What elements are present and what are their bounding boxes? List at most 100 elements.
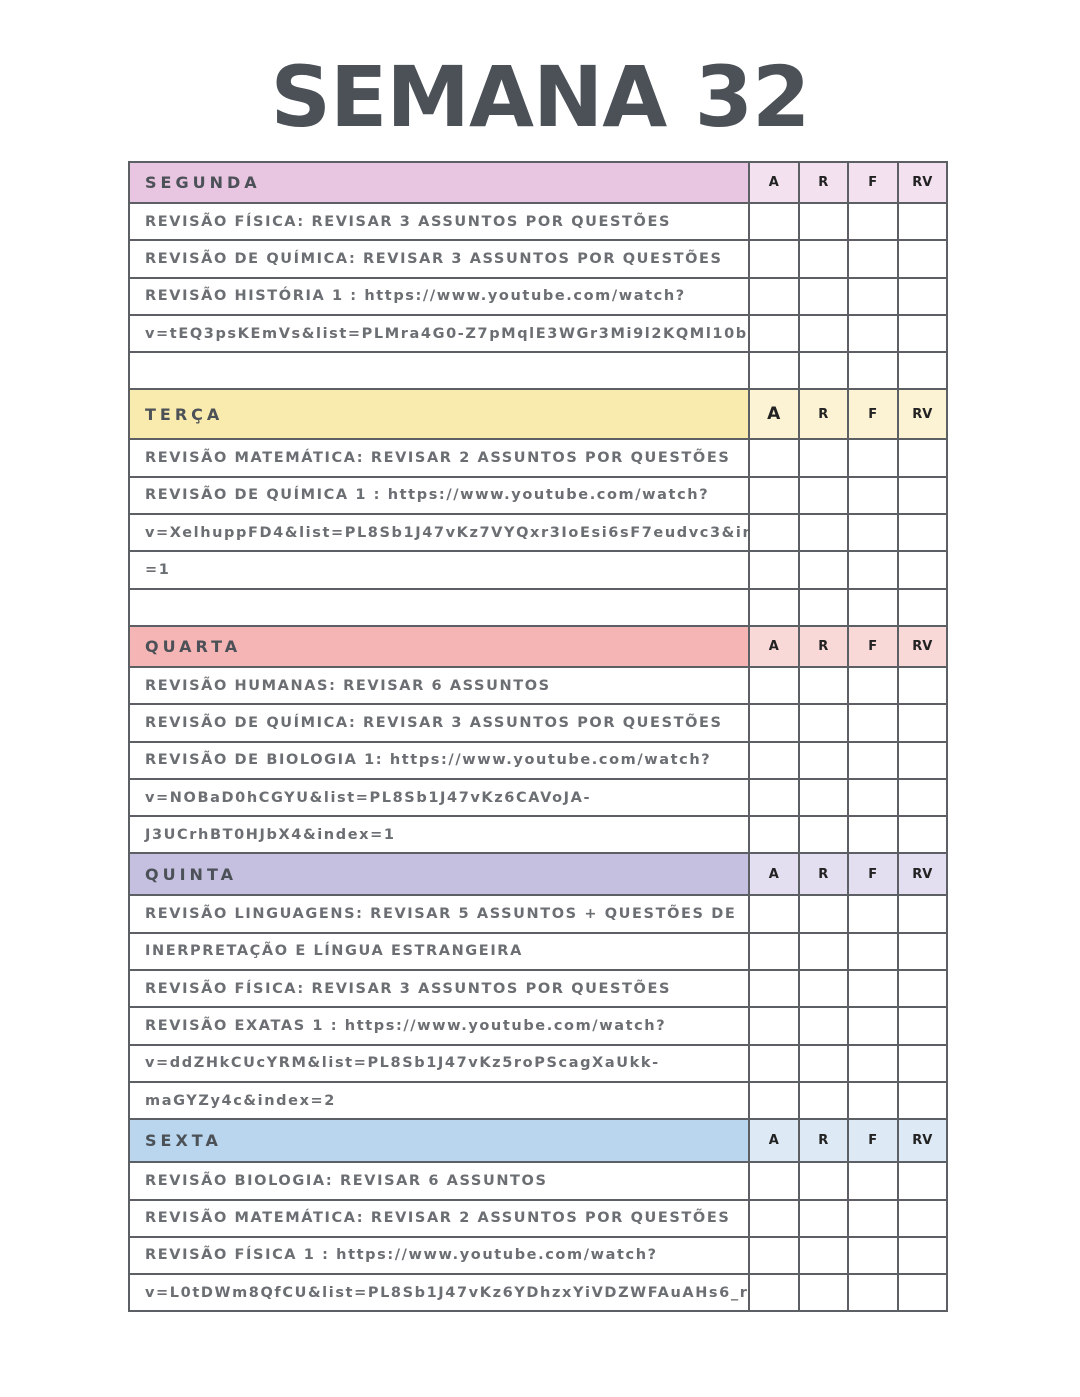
task-row: INERPRETAÇÃO E LÍNGUA ESTRANGEIRA <box>128 933 948 972</box>
task-row: v=L0tDWm8QfCU&list=PL8Sb1J47vKz6YDhzxYiV… <box>128 1275 948 1313</box>
checkbox-cell <box>849 1200 899 1238</box>
day-header-row: SEXTA A R F RV <box>128 1120 948 1164</box>
checkbox-cell <box>898 933 948 972</box>
column-header: F <box>849 626 899 668</box>
checkbox-cell <box>849 705 899 743</box>
task-row: REVISÃO MATEMÁTICA: REVISAR 2 ASSUNTOS P… <box>128 1200 948 1238</box>
checkbox-cell <box>799 933 849 972</box>
column-header: A <box>750 163 800 204</box>
day-name: QUINTA <box>128 854 750 897</box>
task-text: v=tEQ3psKEmVs&list=PLMra4G0-Z7pMqlE3WGr3… <box>128 315 750 354</box>
day-header-row: QUINTA A R F RV <box>128 854 948 897</box>
task-text: v=XelhuppFD4&list=PL8Sb1J47vKz7VYQxr3IoE… <box>128 515 750 553</box>
checkbox-cell <box>750 440 800 478</box>
checkbox-cell <box>799 779 849 818</box>
checkbox-cell <box>750 315 800 354</box>
column-header: F <box>849 854 899 897</box>
task-text: REVISÃO DE QUÍMICA: REVISAR 3 ASSUNTOS P… <box>128 241 750 279</box>
checkbox-cell <box>849 1163 899 1201</box>
checkbox-cell <box>750 742 800 780</box>
schedule-table: SEGUNDA A R F RV REVISÃO FÍSICA: REVISAR 3 AS… <box>128 161 948 1313</box>
column-header: F <box>849 163 899 204</box>
checkbox-cell <box>750 204 800 242</box>
task-text: REVISÃO FÍSICA: REVISAR 3 ASSUNTOS POR Q… <box>128 971 750 1009</box>
checkbox-cell <box>898 477 948 516</box>
task-text: REVISÃO FÍSICA: REVISAR 3 ASSUNTOS POR Q… <box>128 204 750 242</box>
checkbox-cell <box>898 1275 948 1313</box>
checkbox-cell <box>799 1008 849 1046</box>
task-row: REVISÃO FÍSICA: REVISAR 3 ASSUNTOS POR Q… <box>128 204 948 242</box>
checkbox-cell <box>799 705 849 743</box>
checkbox-cell <box>898 1163 948 1201</box>
task-row: =1 <box>128 552 948 590</box>
checkbox-cell <box>898 440 948 478</box>
checkbox-cell <box>799 315 849 354</box>
day-header-row: QUARTA A R F RV <box>128 626 948 668</box>
checkbox-cell <box>799 896 849 934</box>
checkbox-cell <box>750 896 800 934</box>
checkbox-cell <box>799 353 849 391</box>
task-row: v=NOBaD0hCGYU&list=PL8Sb1J47vKz6CAVoJA- <box>128 779 948 818</box>
checkbox-cell <box>849 933 899 972</box>
checkbox-cell <box>799 817 849 855</box>
task-text <box>128 589 750 627</box>
checkbox-cell <box>750 1275 800 1313</box>
checkbox-cell <box>898 353 948 391</box>
column-header: RV <box>898 626 948 668</box>
task-text: REVISÃO HUMANAS: REVISAR 6 ASSUNTOS <box>128 667 750 706</box>
task-text: REVISÃO BIOLOGIA: REVISAR 6 ASSUNTOS <box>128 1163 750 1201</box>
task-text: REVISÃO EXATAS 1 : https://www.youtube.c… <box>128 1008 750 1046</box>
checkbox-cell <box>898 1008 948 1046</box>
checkbox-cell <box>799 589 849 627</box>
checkbox-cell <box>849 817 899 855</box>
checkbox-cell <box>750 1237 800 1276</box>
checkbox-cell <box>849 1082 899 1121</box>
checkbox-cell <box>750 278 800 316</box>
task-text: REVISÃO DE QUÍMICA 1 : https://www.youtu… <box>128 477 750 516</box>
checkbox-cell <box>898 278 948 316</box>
checkbox-cell <box>849 1045 899 1083</box>
column-header: A <box>750 1120 800 1164</box>
task-row: REVISÃO FÍSICA: REVISAR 3 ASSUNTOS POR Q… <box>128 971 948 1009</box>
task-row: REVISÃO LINGUAGENS: REVISAR 5 ASSUNTOS +… <box>128 896 948 934</box>
column-header: RV <box>898 390 948 441</box>
checkbox-cell <box>849 742 899 780</box>
checkbox-cell <box>849 241 899 279</box>
column-header: F <box>849 390 899 441</box>
day-name: QUARTA <box>128 626 750 668</box>
checkbox-cell <box>849 477 899 516</box>
checkbox-cell <box>849 779 899 818</box>
checkbox-cell <box>799 1237 849 1276</box>
day-name: TERÇA <box>128 390 750 441</box>
checkbox-cell <box>799 971 849 1009</box>
checkbox-cell <box>898 971 948 1009</box>
checkbox-cell <box>898 1200 948 1238</box>
task-text: REVISÃO MATEMÁTICA: REVISAR 2 ASSUNTOS P… <box>128 440 750 478</box>
column-header: R <box>799 163 849 204</box>
task-row <box>128 353 948 391</box>
checkbox-cell <box>849 353 899 391</box>
checkbox-cell <box>750 353 800 391</box>
checkbox-cell <box>750 971 800 1009</box>
task-text: REVISÃO HISTÓRIA 1 : https://www.youtube… <box>128 278 750 316</box>
checkbox-cell <box>898 779 948 818</box>
page-title: SEMANA 32 <box>270 48 811 146</box>
task-row: REVISÃO DE QUÍMICA: REVISAR 3 ASSUNTOS P… <box>128 705 948 743</box>
checkbox-cell <box>750 589 800 627</box>
checkbox-cell <box>849 971 899 1009</box>
checkbox-cell <box>849 896 899 934</box>
checkbox-cell <box>898 705 948 743</box>
task-text: =1 <box>128 552 750 590</box>
task-text: INERPRETAÇÃO E LÍNGUA ESTRANGEIRA <box>128 933 750 972</box>
task-text: J3UCrhBT0HJbX4&index=1 <box>128 817 750 855</box>
checkbox-cell <box>799 1082 849 1121</box>
checkbox-cell <box>799 440 849 478</box>
column-header: F <box>849 1120 899 1164</box>
checkbox-cell <box>799 1275 849 1313</box>
column-header: RV <box>898 854 948 897</box>
task-row: REVISÃO DE BIOLOGIA 1: https://www.youtu… <box>128 742 948 780</box>
task-text: REVISÃO MATEMÁTICA: REVISAR 2 ASSUNTOS P… <box>128 1200 750 1238</box>
column-header: A <box>750 626 800 668</box>
checkbox-cell <box>898 667 948 706</box>
